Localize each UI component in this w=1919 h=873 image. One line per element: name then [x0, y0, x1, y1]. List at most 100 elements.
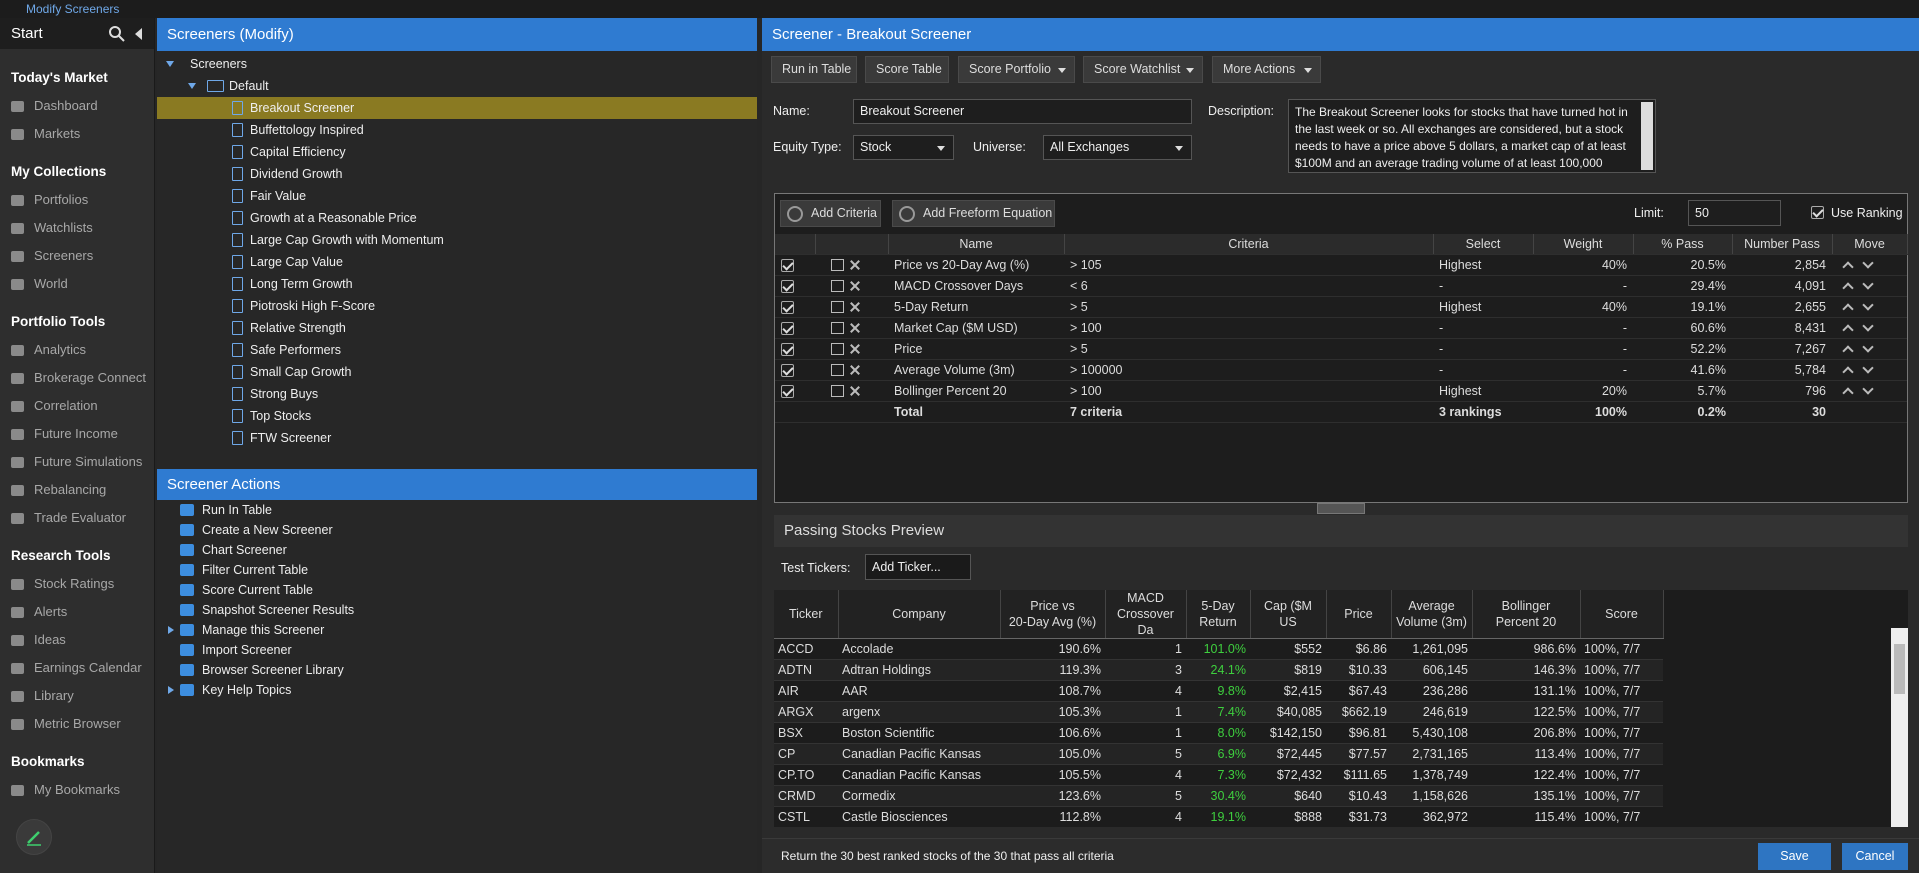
header-cell[interactable]: Criteria [1064, 234, 1433, 254]
delete-icon[interactable] [850, 365, 860, 375]
header-cell[interactable]: Number Pass [1732, 234, 1832, 254]
use-ranking-checkbox[interactable] [1811, 206, 1824, 219]
edit-icon[interactable] [831, 301, 844, 313]
move-down[interactable] [1862, 363, 1873, 374]
header-cell[interactable]: Score [1580, 590, 1663, 639]
header-cell[interactable]: Price [1326, 590, 1391, 639]
move-up[interactable] [1842, 304, 1853, 315]
header-cell[interactable]: Select [1433, 234, 1533, 254]
start[interactable]: Start [11, 25, 43, 42]
toolbar-button[interactable]: More Actions [1212, 56, 1321, 83]
toolbar-button[interactable]: Score Table [865, 56, 949, 83]
action-item[interactable]: Run In Table [157, 500, 757, 520]
toolbar-button[interactable]: Score Portfolio [958, 56, 1075, 83]
add-freeform-button[interactable]: Add Freeform Equation [892, 200, 1055, 227]
header-cell[interactable]: Weight [1533, 234, 1633, 254]
delete-icon[interactable] [850, 344, 860, 354]
move-down[interactable] [1862, 300, 1873, 311]
checkbox[interactable] [781, 280, 794, 293]
nav-item[interactable]: Screeners [0, 242, 154, 270]
move-up[interactable] [1842, 346, 1853, 357]
checkbox[interactable] [781, 301, 794, 314]
move-down[interactable] [1862, 384, 1873, 395]
header-cell[interactable]: Company [838, 590, 1000, 639]
delete-icon[interactable] [850, 302, 860, 312]
nav-item[interactable]: Metric Browser [0, 710, 154, 738]
tree-item[interactable]: Long Term Growth [157, 273, 757, 295]
nav-item[interactable]: Ideas [0, 626, 154, 654]
header-cell[interactable]: Cap ($M US [1250, 590, 1326, 639]
move-up[interactable] [1842, 262, 1853, 273]
action-item[interactable]: Create a New Screener [157, 520, 757, 540]
move-up[interactable] [1842, 283, 1853, 294]
nav-item[interactable]: Correlation [0, 392, 154, 420]
preview-row[interactable]: CPCanadian Pacific Kansas105.0%56.9%$72,… [774, 744, 1663, 765]
nav-item[interactable]: Watchlists [0, 214, 154, 242]
action-item[interactable]: Manage this Screener [157, 620, 757, 640]
delete-icon[interactable] [850, 281, 860, 291]
limit-input[interactable]: 50 [1688, 200, 1781, 226]
tree-item[interactable]: Breakout Screener [157, 97, 757, 119]
preview-row[interactable]: CP.TOCanadian Pacific Kansas105.5%47.3%$… [774, 765, 1663, 786]
preview-row[interactable]: BSXBoston Scientific106.6%18.0%$142,150$… [774, 723, 1663, 744]
delete-icon[interactable] [850, 323, 860, 333]
ticker-input[interactable]: Add Ticker... [865, 554, 971, 580]
save-button[interactable]: Save [1758, 843, 1831, 870]
preview-row[interactable]: CRMDCormedix123.6%530.4%$640$10.431,158,… [774, 786, 1663, 807]
universe-select[interactable]: All Exchanges [1043, 135, 1192, 160]
tree-folder[interactable]: Default [157, 75, 757, 97]
tree-item[interactable]: Strong Buys [157, 383, 757, 405]
move-up[interactable] [1842, 388, 1853, 399]
move-up[interactable] [1842, 325, 1853, 336]
tree-item[interactable]: Top Stocks [157, 405, 757, 427]
action-item[interactable]: Score Current Table [157, 580, 757, 600]
tree-item[interactable]: Relative Strength [157, 317, 757, 339]
add-criteria-button[interactable]: Add Criteria [780, 200, 881, 227]
nav-item[interactable]: Library [0, 682, 154, 710]
preview-row[interactable]: AIRAAR108.7%49.8%$2,415$67.43236,286131.… [774, 681, 1663, 702]
nav-item[interactable]: Portfolios [0, 186, 154, 214]
nav-item[interactable]: Markets [0, 120, 154, 148]
tree-item[interactable]: Fair Value [157, 185, 757, 207]
header-cell[interactable]: 5-Day Return [1186, 590, 1250, 639]
nav-item[interactable]: My Bookmarks [0, 776, 154, 804]
tree-item[interactable]: Capital Efficiency [157, 141, 757, 163]
nav-item[interactable]: Alerts [0, 598, 154, 626]
tree-item[interactable]: Large Cap Growth with Momentum [157, 229, 757, 251]
equity-select[interactable]: Stock [853, 135, 954, 160]
move-down[interactable] [1862, 342, 1873, 353]
tree-item[interactable]: Small Cap Growth [157, 361, 757, 383]
delete-icon[interactable] [850, 386, 860, 396]
nav-item[interactable]: World [0, 270, 154, 298]
preview-row[interactable]: CSTLCastle Biosciences112.8%419.1%$888$3… [774, 807, 1663, 828]
header-cell[interactable]: Name [888, 234, 1064, 254]
checkbox[interactable] [781, 364, 794, 377]
delete-icon[interactable] [850, 260, 860, 270]
cancel-button[interactable]: Cancel [1842, 843, 1908, 870]
name-input[interactable]: Breakout Screener [853, 99, 1192, 124]
toolbar-button[interactable]: Score Watchlist [1083, 56, 1203, 83]
description-box[interactable]: The Breakout Screener looks for stocks t… [1288, 99, 1656, 173]
tree-item[interactable]: Dividend Growth [157, 163, 757, 185]
nav-item[interactable]: Stock Ratings [0, 570, 154, 598]
header-cell[interactable]: Move [1832, 234, 1907, 254]
header-cell[interactable]: MACD Crossover Da [1105, 590, 1186, 639]
tree-item[interactable]: Large Cap Value [157, 251, 757, 273]
tree-item[interactable]: Buffettology Inspired [157, 119, 757, 141]
action-item[interactable]: Snapshot Screener Results [157, 600, 757, 620]
header-cell[interactable]: Bollinger Percent 20 [1472, 590, 1580, 639]
preview-row[interactable]: ARGXargenx105.3%17.4%$40,085$662.19246,6… [774, 702, 1663, 723]
breadcrumb[interactable]: Modify Screeners [26, 2, 119, 16]
search-icon[interactable] [108, 25, 126, 43]
splitter[interactable] [1317, 503, 1365, 514]
tree-item[interactable]: Piotroski High F-Score [157, 295, 757, 317]
tree-item[interactable]: FTW Screener [157, 427, 757, 449]
nav-item[interactable]: Dashboard [0, 92, 154, 120]
action-item[interactable]: Key Help Topics [157, 680, 757, 700]
edit-icon[interactable] [831, 364, 844, 376]
tree-item[interactable]: Safe Performers [157, 339, 757, 361]
edit-icon[interactable] [831, 385, 844, 397]
tree-root[interactable]: Screeners [157, 53, 757, 75]
checkbox[interactable] [781, 343, 794, 356]
checkbox[interactable] [781, 259, 794, 272]
